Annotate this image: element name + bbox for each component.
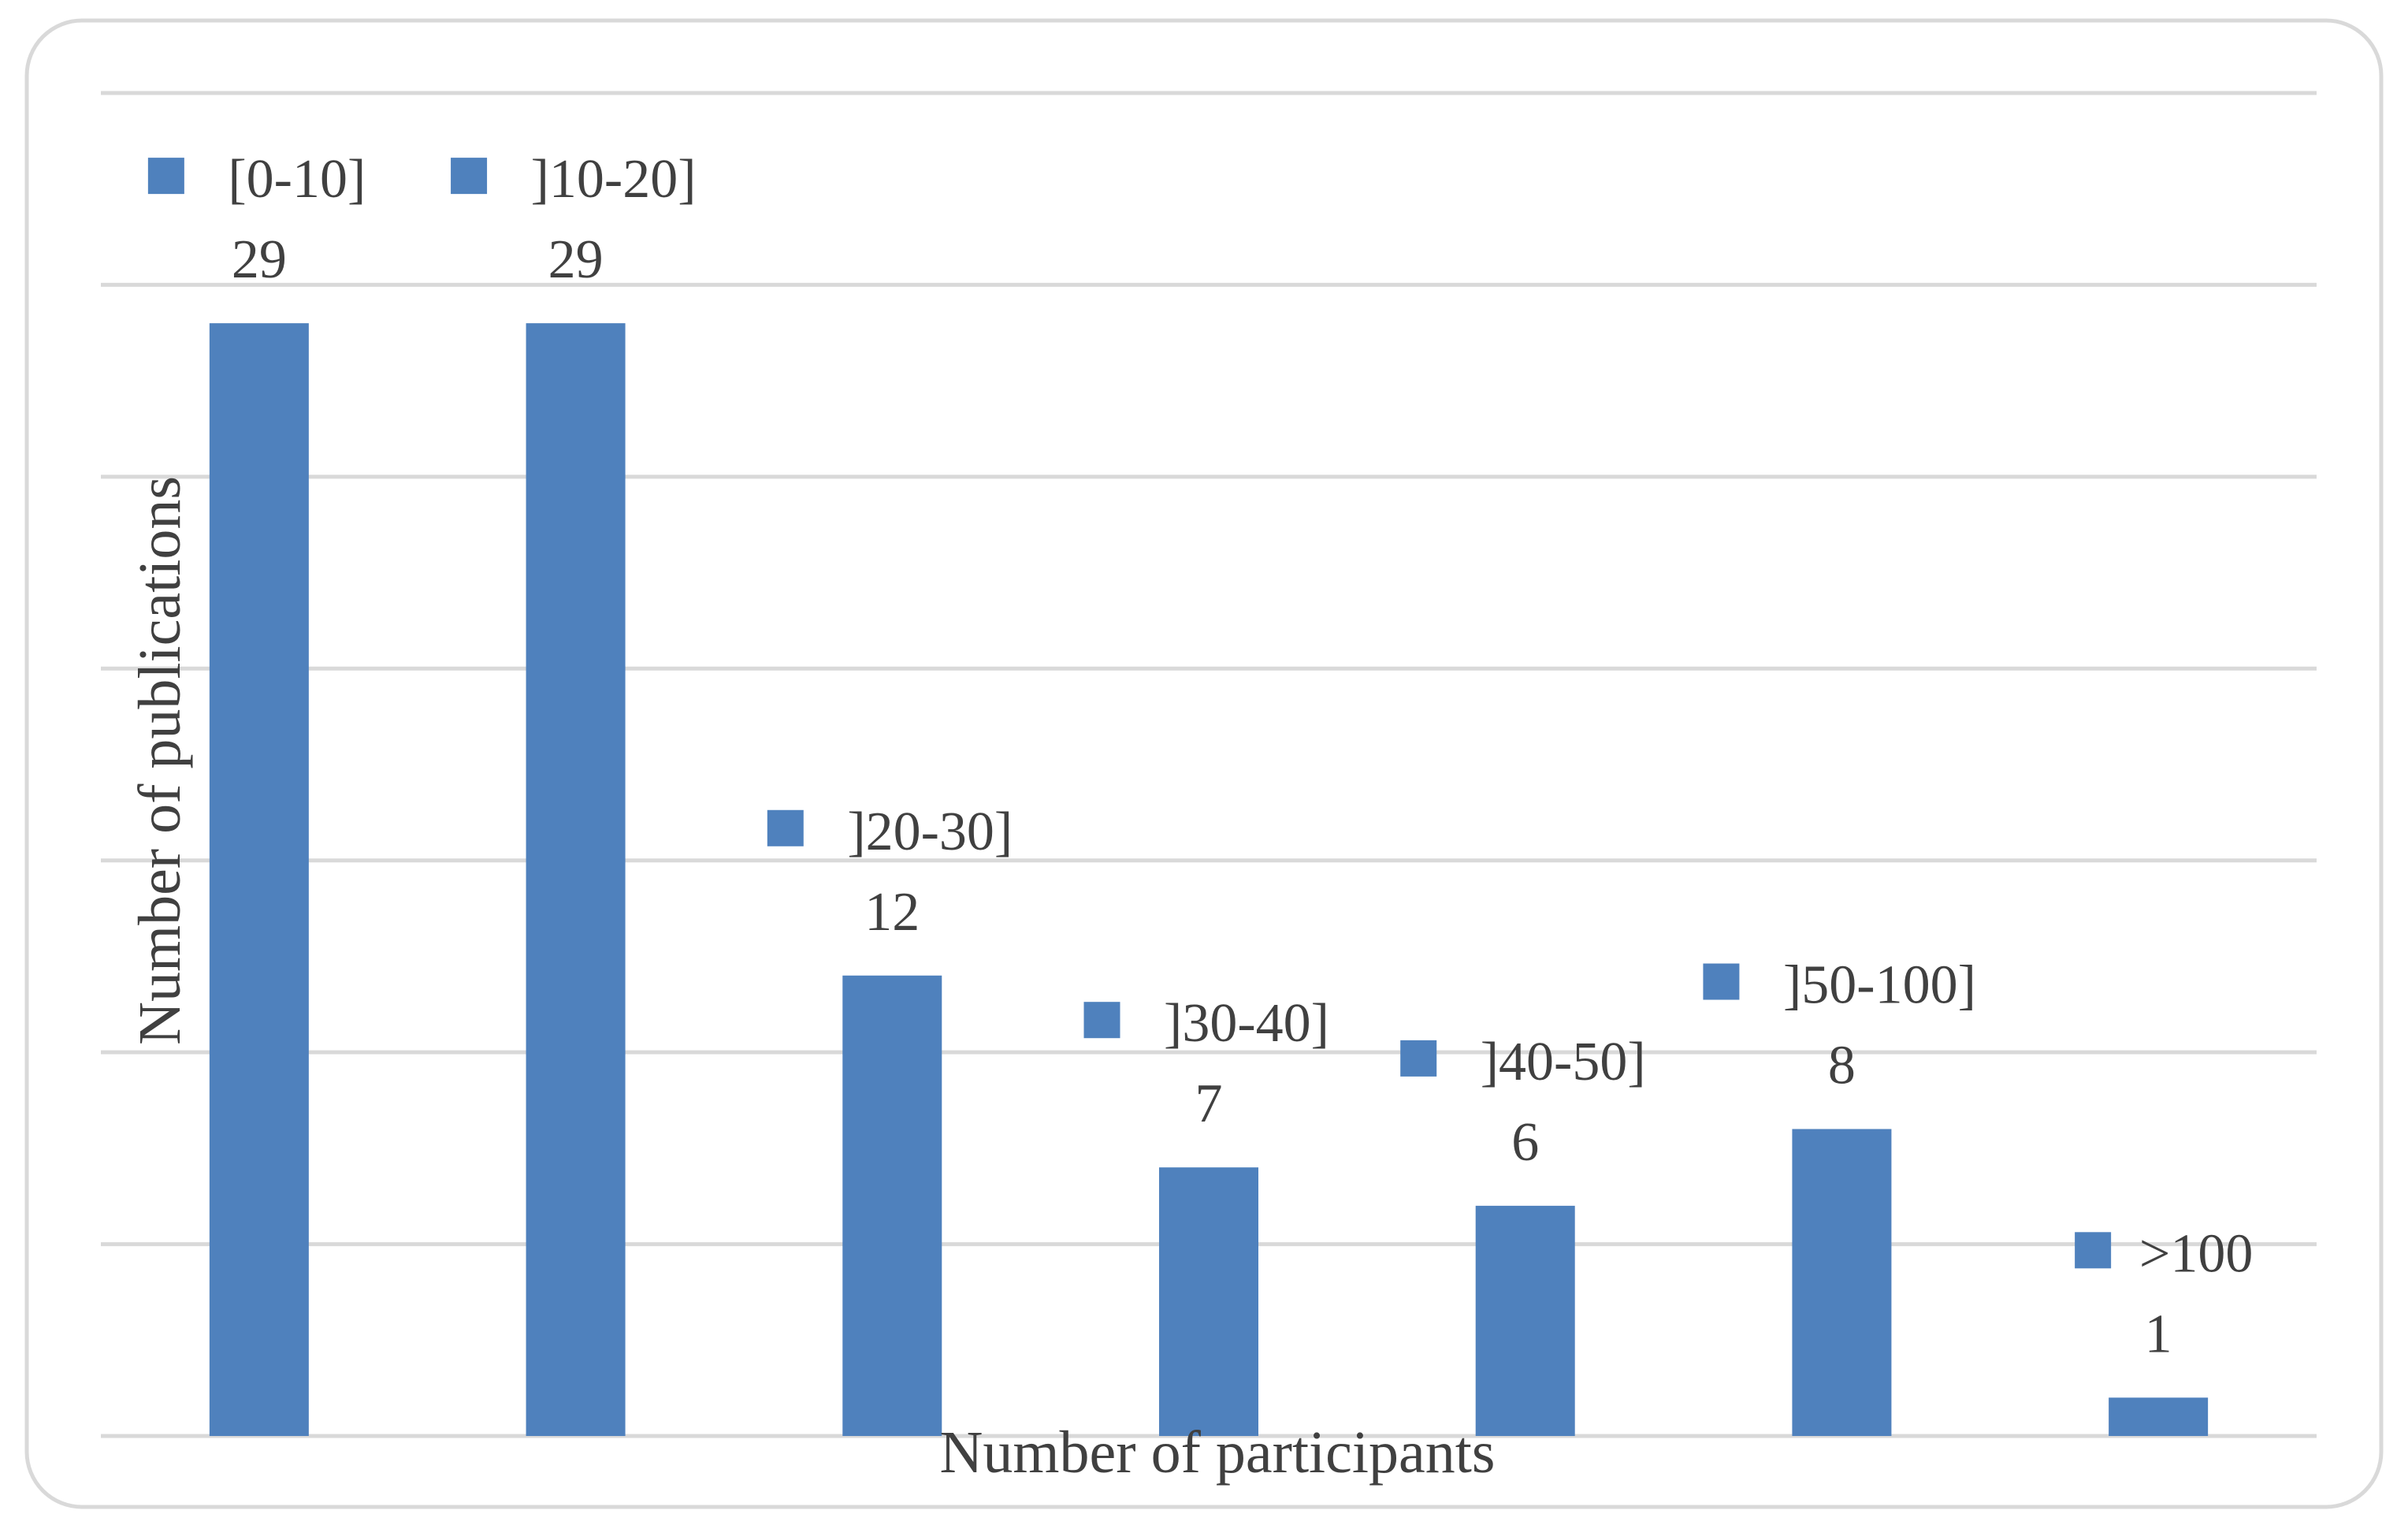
bar-category-label: >100 (2139, 1223, 2253, 1284)
bar-value-label: 29 (548, 229, 604, 290)
bar-category-label: ]30-40] (1164, 993, 1329, 1054)
x-axis-title: Number of participants (940, 1419, 1496, 1486)
bar-category-label: [0-10] (228, 149, 366, 210)
bar (1475, 1205, 1575, 1436)
bar-value-label: 8 (1828, 1036, 1856, 1096)
bar-value-label: 29 (232, 229, 287, 290)
bar-category-label: ]50-100] (1783, 955, 1976, 1016)
bar-value-label: 1 (2145, 1304, 2172, 1364)
legend-marker (1083, 1002, 1120, 1039)
bar (1792, 1129, 1892, 1436)
bar (209, 323, 309, 1437)
bar (2109, 1397, 2209, 1436)
legend-marker (767, 809, 804, 846)
bar-labels: 29 [0-10] 29 ]10-20] 12 ]20-30] 7 ]30-40] 6 ]40-5… (147, 149, 2253, 1364)
bars (209, 323, 2209, 1437)
legend-marker (1703, 963, 1740, 1000)
y-axis-title: Number of publications (127, 476, 193, 1045)
bar-value-label: 12 (864, 882, 920, 943)
bar-category-label: ]40-50] (1481, 1032, 1646, 1092)
legend-marker (451, 158, 488, 195)
bar (1159, 1167, 1258, 1436)
legend-marker (2075, 1232, 2112, 1269)
bar-category-label: ]20-30] (847, 802, 1013, 862)
bar-value-label: 6 (1511, 1112, 1539, 1173)
bar-category-label: ]10-20] (531, 149, 697, 210)
bar-value-label: 7 (1195, 1073, 1223, 1134)
legend-marker (147, 158, 184, 195)
legend-marker (1400, 1040, 1437, 1077)
bar (842, 975, 942, 1436)
bar (526, 323, 626, 1437)
